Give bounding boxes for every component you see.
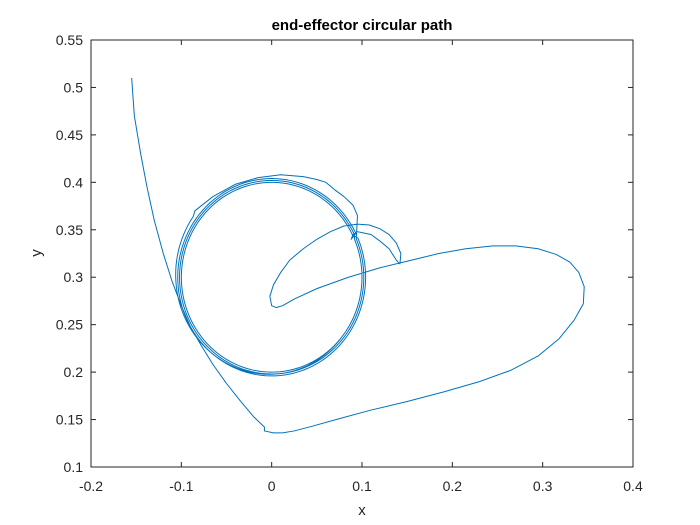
y-tick-label: 0.15 xyxy=(56,412,83,428)
x-tick-label: 0.4 xyxy=(623,478,643,494)
y-tick-label: 0.4 xyxy=(64,174,84,190)
data-layer xyxy=(131,77,585,434)
y-tick-label: 0.2 xyxy=(64,364,84,380)
x-tick-label: 0.2 xyxy=(443,478,463,494)
x-tick-label: 0.3 xyxy=(533,478,553,494)
x-tick-label: -0.1 xyxy=(169,478,193,494)
y-tick-label: 0.3 xyxy=(64,269,84,285)
y-tick-label: 0.1 xyxy=(64,459,84,475)
y-tick-label: 0.45 xyxy=(56,127,83,143)
plot-area xyxy=(91,40,633,467)
y-tick-label: 0.55 xyxy=(56,32,83,48)
x-tick-label: 0 xyxy=(268,478,276,494)
y-tick-label: 0.25 xyxy=(56,317,83,333)
x-tick-label: 0.1 xyxy=(352,478,372,494)
y-axis-ticks: 0.1 0.15 0.2 0.25 0.3 0.35 0.4 0.45 0.5 0.55 xyxy=(56,32,633,475)
x-axis-label: x xyxy=(358,502,366,519)
y-tick-label: 0.35 xyxy=(56,222,83,238)
y-tick-label: 0.5 xyxy=(64,79,84,95)
x-tick-label: -0.2 xyxy=(79,478,103,494)
x-axis-ticks: -0.2 -0.1 0 0.1 0.2 0.3 0.4 xyxy=(79,40,643,494)
y-axis-label: y xyxy=(28,249,45,257)
chart-title: end-effector circular path xyxy=(272,17,453,34)
trajectory-line xyxy=(131,77,585,434)
